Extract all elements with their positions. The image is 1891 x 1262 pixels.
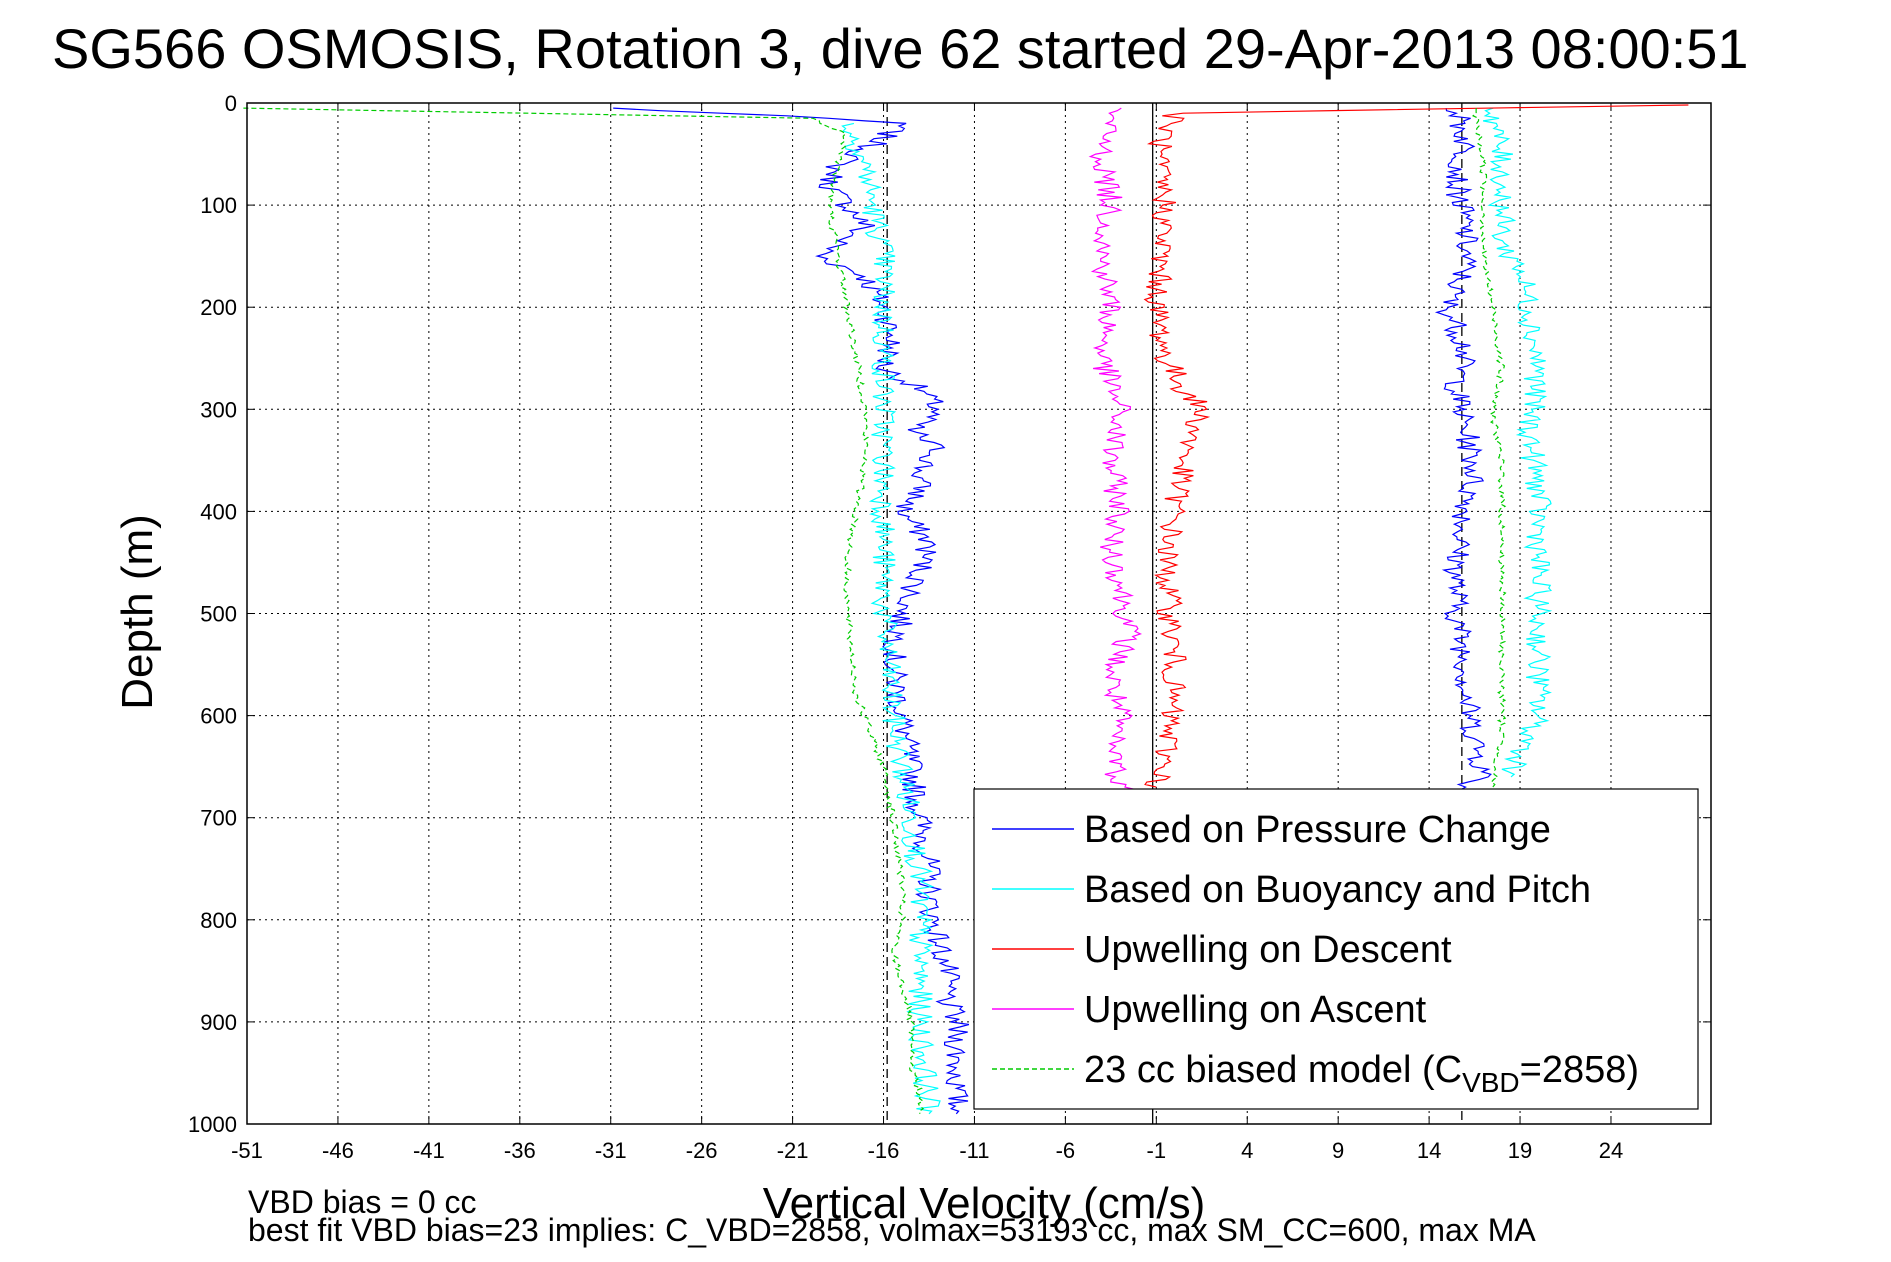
- x-tick-labels: -51 -46 -41 -36 -31 -26 -21 -16 -11 -6 -1 4 9 14 19 24: [231, 1138, 1623, 1163]
- legend: Based on Pressure Change Based on Buoyanc…: [973, 788, 1699, 1110]
- y-tick-label: 200: [200, 295, 237, 320]
- x-tick-label: -41: [413, 1138, 445, 1163]
- y-tick-label: 900: [200, 1010, 237, 1035]
- legend-label: Based on Pressure Change: [1084, 809, 1551, 851]
- series-line: [243, 107, 925, 1114]
- y-tick-label: 300: [200, 397, 237, 422]
- series-line: [613, 107, 970, 1115]
- y-tick-label: 600: [200, 704, 237, 729]
- legend-label: Upwelling on Ascent: [1084, 989, 1427, 1031]
- y-tick-labels: 0 100 200 300 400 500 600 700 800 900 1000: [188, 91, 237, 1137]
- x-tick-label: -36: [504, 1138, 536, 1163]
- x-tick-label: 4: [1241, 1138, 1253, 1163]
- y-tick-label: 800: [200, 908, 237, 933]
- legend-entry: Upwelling on Descent: [992, 929, 1452, 971]
- legend-entry: Upwelling on Ascent: [992, 989, 1427, 1031]
- series-line: [1434, 108, 1492, 793]
- y-tick-label: 500: [200, 602, 237, 627]
- x-tick-label: -51: [231, 1138, 263, 1163]
- x-axis-label: Vertical Velocity (cm/s): [763, 1179, 1206, 1228]
- x-tick-label: 24: [1599, 1138, 1623, 1163]
- x-tick-label: 14: [1417, 1138, 1441, 1163]
- x-tick-label: -11: [959, 1138, 989, 1163]
- x-tick-label: -21: [777, 1138, 809, 1163]
- y-axis-label: Depth (m): [113, 514, 162, 710]
- y-tick-label: 400: [200, 499, 237, 524]
- y-tick-label: 700: [200, 806, 237, 831]
- x-tick-label: -31: [595, 1138, 627, 1163]
- x-tick-label: -46: [322, 1138, 354, 1163]
- series-line: [841, 122, 941, 1115]
- legend-entry: Based on Pressure Change: [992, 809, 1551, 851]
- x-tick-label: -1: [1147, 1138, 1167, 1163]
- x-tick-label: 19: [1508, 1138, 1532, 1163]
- legend-entry: Based on Buoyancy and Pitch: [992, 869, 1591, 911]
- legend-box: [973, 788, 1699, 1110]
- x-tick-label: -26: [686, 1138, 718, 1163]
- x-tick-label: -16: [868, 1138, 900, 1163]
- x-tick-label: -6: [1056, 1138, 1076, 1163]
- y-tick-label: 100: [200, 193, 237, 218]
- vbd-bias-note: VBD bias = 0 cc: [248, 1184, 477, 1220]
- series-line: [1143, 104, 1689, 788]
- series-line: [1482, 107, 1553, 778]
- legend-entry: 23 cc biased model (CVBD=2858): [992, 1049, 1639, 1098]
- series-line: [1471, 108, 1507, 788]
- legend-label: 23 cc biased model (CVBD=2858): [1084, 1049, 1639, 1098]
- y-tick-label: 1000: [188, 1112, 237, 1137]
- data-series: [243, 104, 1689, 1115]
- series-line: [1088, 107, 1143, 793]
- chart-title: SG566 OSMOSIS, Rotation 3, dive 62 start…: [52, 17, 1749, 80]
- legend-label: Based on Buoyancy and Pitch: [1084, 869, 1591, 911]
- plot-frame: [246, 102, 1712, 1125]
- x-tick-label: 9: [1332, 1138, 1344, 1163]
- legend-label: Upwelling on Descent: [1084, 929, 1452, 971]
- best-fit-note: best fit VBD bias=23 implies: C_VBD=2858…: [248, 1212, 1536, 1248]
- y-tick-label: 0: [225, 91, 237, 116]
